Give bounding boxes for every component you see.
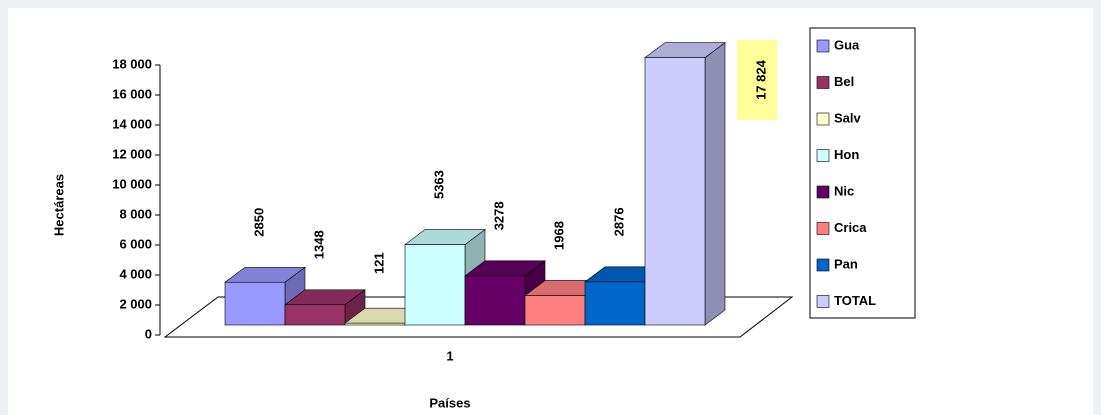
legend-label: TOTAL bbox=[834, 293, 876, 308]
y-tick-label: 4 000 bbox=[119, 266, 152, 281]
x-tick-label: 1 bbox=[446, 348, 453, 363]
legend-label: Bel bbox=[834, 74, 854, 89]
bar bbox=[284, 304, 346, 326]
value-label-box bbox=[737, 40, 777, 120]
legend-swatch bbox=[816, 76, 830, 89]
legend-swatch bbox=[816, 112, 830, 126]
y-tick-label: 14 000 bbox=[112, 116, 152, 131]
y-tick-label: 12 000 bbox=[112, 146, 152, 161]
bar bbox=[524, 295, 586, 326]
bar bbox=[404, 244, 466, 326]
y-tick-label: 10 000 bbox=[112, 176, 152, 191]
value-label: 5363 bbox=[431, 170, 446, 199]
y-tick-label: 8 000 bbox=[119, 206, 152, 221]
legend-label: Pan bbox=[834, 256, 858, 271]
bar bbox=[644, 57, 706, 326]
value-label: 1348 bbox=[311, 230, 326, 259]
legend-swatch bbox=[816, 185, 830, 199]
value-label: 3278 bbox=[491, 201, 506, 230]
y-tick-label: 0 bbox=[145, 326, 152, 341]
bar-side bbox=[704, 42, 726, 326]
legend-box bbox=[809, 27, 916, 319]
panel bbox=[8, 8, 1093, 415]
legend-label: Crica bbox=[834, 220, 867, 235]
y-tick-label: 16 000 bbox=[112, 86, 152, 101]
y-axis-title: Hectáreas bbox=[51, 174, 66, 236]
legend-swatch bbox=[816, 39, 830, 53]
value-label: 121 bbox=[371, 252, 386, 274]
y-tick-label: 2 000 bbox=[119, 296, 152, 311]
bar bbox=[224, 281, 286, 326]
bar bbox=[464, 275, 526, 326]
value-label: 1968 bbox=[551, 221, 566, 250]
legend-swatch bbox=[816, 222, 830, 235]
legend-label: Hon bbox=[834, 147, 859, 162]
bar bbox=[344, 322, 406, 326]
legend-swatch bbox=[816, 295, 830, 308]
value-label: 2876 bbox=[611, 207, 626, 236]
legend-label: Gua bbox=[834, 37, 860, 52]
value-label: 2850 bbox=[251, 208, 266, 237]
y-tick-label: 18 000 bbox=[112, 56, 152, 71]
legend-swatch bbox=[816, 258, 830, 272]
x-axis-title: Países bbox=[429, 395, 470, 410]
value-label: 17 824 bbox=[753, 59, 768, 100]
legend-label: Nic bbox=[834, 183, 854, 198]
legend-swatch bbox=[816, 149, 830, 162]
y-tick-label: 6 000 bbox=[119, 236, 152, 251]
bar bbox=[584, 281, 646, 326]
legend-label: Salv bbox=[834, 110, 862, 125]
